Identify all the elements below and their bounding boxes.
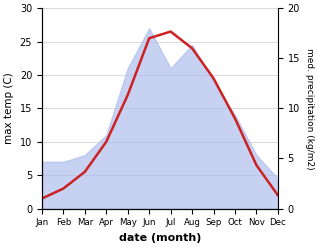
Y-axis label: max temp (C): max temp (C) [4,72,14,144]
Y-axis label: med. precipitation (kg/m2): med. precipitation (kg/m2) [305,48,314,169]
X-axis label: date (month): date (month) [119,233,201,243]
